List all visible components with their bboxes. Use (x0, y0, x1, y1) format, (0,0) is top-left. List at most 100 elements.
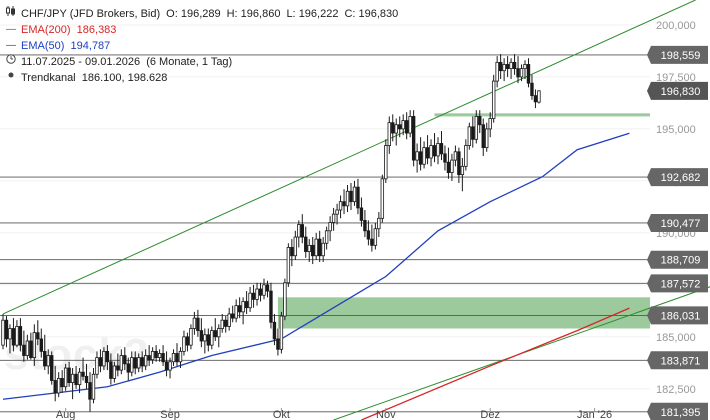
legend-range-row: 11.07.2025 - 09.01.2026 (6 Monate, 1 Tag… (6, 54, 398, 70)
ema200-line-icon: — (6, 24, 16, 35)
level-tag-label: 188,709 (661, 255, 701, 267)
candle (63, 363, 68, 391)
candle (126, 357, 130, 381)
candle-body (338, 201, 343, 211)
candle-body (130, 357, 134, 373)
candle (130, 351, 134, 377)
candle-body (150, 350, 155, 361)
candle (154, 345, 158, 362)
candle-body (63, 367, 68, 388)
candle (43, 334, 47, 371)
ema200-value: 186,383 (76, 24, 117, 36)
candle-body (311, 244, 315, 257)
candle-body (4, 319, 9, 340)
ema200-label: EMA(200) (21, 24, 71, 36)
candle (453, 145, 458, 167)
ema-lines (2, 132, 630, 420)
candle-body (119, 355, 124, 371)
support-zone (277, 297, 650, 329)
candle-body (29, 340, 33, 359)
candle-body (77, 371, 82, 386)
candle-body (241, 301, 245, 313)
candle-body (251, 292, 256, 300)
candle-body (60, 378, 64, 388)
last-price-tag-label: 196,830 (661, 86, 701, 98)
candle (137, 353, 141, 373)
candle (401, 114, 405, 136)
x-tick-label: Aug (56, 409, 76, 420)
candle-body (467, 126, 472, 146)
candle (380, 174, 385, 223)
candle-body (380, 178, 385, 219)
candle (91, 368, 96, 404)
level-tag-bg (647, 351, 708, 370)
candlestick-icon (6, 6, 16, 22)
y-tick-label: 185,000 (656, 332, 696, 344)
candle-body (143, 355, 148, 367)
level-tag-label: 183,871 (661, 355, 701, 367)
candle (495, 56, 499, 88)
x-tick-label: Okt (273, 409, 290, 420)
last-price-tag-bg (647, 81, 708, 100)
candle-body (314, 238, 318, 257)
candle (81, 357, 85, 381)
candle-body (304, 236, 308, 252)
candle-body (220, 319, 224, 329)
candle-body (394, 124, 398, 134)
candle-body (192, 317, 197, 329)
candle-body (265, 284, 270, 292)
high-label: H: (226, 8, 238, 20)
legend-title-row: CHF/JPY (JFD Brokers, Bid) O: 196,289 H:… (6, 6, 398, 22)
ema50-line-icon: — (6, 40, 16, 51)
candle (168, 357, 172, 379)
candle (366, 220, 371, 246)
candle (241, 297, 245, 325)
candle-body (335, 209, 339, 215)
open-value: 196,289 (180, 8, 221, 20)
candle-body (345, 190, 350, 207)
candle-body (526, 64, 531, 84)
candle-body (502, 64, 506, 72)
ema50-value: 194,787 (70, 40, 111, 52)
candle (352, 180, 357, 206)
candle-body (102, 350, 106, 367)
candle (140, 351, 144, 373)
candle (498, 54, 503, 80)
candle-body (182, 336, 186, 352)
candle-body (505, 64, 510, 70)
candle-body (50, 355, 54, 381)
last-price-tag: 196,830 (647, 81, 708, 100)
candle-body (203, 334, 207, 342)
candle (488, 112, 492, 138)
candle-body (317, 238, 322, 257)
candle (272, 313, 277, 346)
legend-trendkanal-row[interactable]: Trendkanal 186.100, 198.628 (6, 70, 398, 86)
candle-body (488, 118, 492, 130)
candle (418, 137, 423, 171)
candle (189, 324, 193, 350)
candle-body (519, 68, 524, 78)
candle (178, 347, 183, 369)
candle-body (450, 159, 454, 173)
candle (70, 368, 75, 400)
candle-body (137, 357, 141, 369)
candle (251, 284, 256, 308)
candle-body (478, 116, 482, 126)
candle (147, 345, 151, 366)
candle-body (391, 122, 395, 134)
legend-ema200-row[interactable]: — EMA(200) 186,383 (6, 22, 398, 38)
candle (217, 324, 221, 348)
candle-body (1, 319, 5, 346)
candle-body (460, 165, 465, 176)
candle-body (53, 380, 57, 394)
candle-body (116, 365, 120, 371)
candle (123, 347, 127, 371)
candle (356, 178, 360, 215)
candle (519, 64, 524, 82)
candle (349, 182, 353, 210)
trend-channel-line (2, 0, 696, 315)
legend-ema50-row[interactable]: — EMA(50) 194,787 (6, 38, 398, 54)
level-tag-bg (647, 274, 708, 293)
candle-body (161, 353, 165, 363)
